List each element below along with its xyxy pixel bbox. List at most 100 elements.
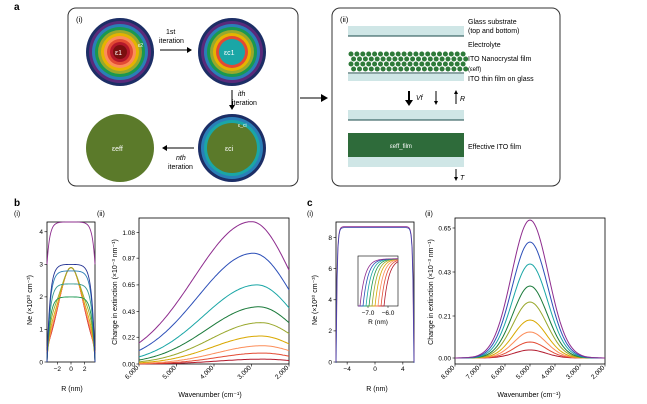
chart-b-i: −2 0 2 0 1 2 3 4 bbox=[39, 221, 96, 373]
series-line-7 bbox=[455, 263, 605, 359]
panel-b-label: b bbox=[14, 198, 20, 209]
nanocrystal-dot bbox=[362, 66, 368, 72]
y-tick-label: 0.43 bbox=[122, 309, 135, 316]
eps-1-label: ε1 bbox=[115, 50, 122, 57]
film-stack-top bbox=[348, 26, 469, 81]
layer-eff: (εeff) bbox=[468, 67, 481, 73]
nanocrystal-dot bbox=[425, 61, 431, 67]
step-nth-line1: nth bbox=[176, 155, 186, 162]
c-ii-xlabel: Wavenumber (cm⁻¹) bbox=[497, 392, 560, 399]
nanocrystal-dot bbox=[448, 61, 454, 67]
nanocrystal-dot bbox=[401, 51, 407, 57]
nanocrystal-dot bbox=[357, 56, 362, 62]
nanocrystal-dot bbox=[366, 51, 372, 57]
series-line-3 bbox=[455, 331, 605, 359]
y-tick-label: 6 bbox=[328, 266, 332, 273]
panel-a-ii-label: (ii) bbox=[340, 15, 349, 24]
nanocrystal-dot bbox=[437, 61, 442, 67]
nanocrystal-dot bbox=[431, 61, 437, 67]
series-line-8 bbox=[455, 241, 605, 359]
x-tick-label: −2 bbox=[54, 366, 62, 373]
nanocrystal-dot bbox=[360, 51, 366, 57]
nanocrystal-dot bbox=[425, 51, 431, 57]
y-tick-label: 2 bbox=[328, 328, 332, 335]
inset-x-tick-label: −6.0 bbox=[382, 310, 395, 317]
y-tick-label: 0.65 bbox=[122, 282, 135, 289]
nanocrystal-dot bbox=[433, 66, 439, 72]
x-tick-label: 8,000 bbox=[440, 364, 457, 381]
nanocrystal-dot bbox=[460, 51, 466, 57]
nanocrystal-dot bbox=[439, 66, 445, 72]
eps-ci-small: ε_ci bbox=[238, 123, 247, 129]
plot-frame bbox=[138, 217, 290, 365]
x-tick-label: 4,000 bbox=[540, 364, 557, 381]
y-tick-label: 0.65 bbox=[438, 225, 451, 232]
nanocrystal-ith: εci ε_ci bbox=[198, 114, 266, 182]
nanocrystal-dot bbox=[389, 61, 395, 67]
nanocrystal-dot bbox=[392, 56, 398, 62]
nanocrystal-dot bbox=[416, 66, 421, 72]
nanocrystal-dot bbox=[416, 56, 421, 62]
nanocrystal-dot bbox=[372, 51, 378, 57]
nanocrystal-dot bbox=[413, 51, 419, 57]
nanocrystal-dot bbox=[351, 56, 357, 62]
nanocrystal-dot bbox=[354, 51, 360, 57]
c-i-xlabel: R (nm) bbox=[366, 386, 387, 393]
nanocrystal-dot bbox=[354, 61, 360, 67]
x-tick-label: 7,000 bbox=[465, 364, 482, 381]
nanocrystal-dot bbox=[360, 61, 366, 67]
series-line-3 bbox=[138, 345, 290, 364]
b-ii-ylabel: Change in extinction (×10⁻³ nm⁻¹) bbox=[112, 239, 119, 345]
nanocrystal-dot bbox=[378, 61, 383, 67]
layer-glass: Glass substrate bbox=[468, 19, 517, 26]
nanocrystal-dot bbox=[454, 51, 460, 57]
nanocrystal-dot bbox=[395, 61, 401, 67]
nanocrystal-dot bbox=[407, 61, 413, 67]
nanocrystal-dot bbox=[374, 56, 380, 62]
nanocrystal-dot bbox=[398, 56, 404, 62]
series-line-3 bbox=[46, 267, 96, 360]
x-tick-label: 2,000 bbox=[274, 364, 291, 381]
nanocrystal-dot bbox=[419, 51, 425, 57]
nanocrystal-initial: ε1 ε2 bbox=[86, 18, 154, 86]
nanocrystal-dot bbox=[445, 56, 451, 62]
step-nth-line2: iteration bbox=[168, 164, 193, 171]
nanocrystal-dot bbox=[437, 51, 442, 57]
panel-b-ii-label: (ii) bbox=[97, 211, 105, 218]
nanocrystal-dot bbox=[374, 66, 380, 72]
step-1st-line1: 1st bbox=[166, 29, 175, 36]
layer-thin: ITO thin film on glass bbox=[468, 76, 534, 83]
y-tick-label: 1.08 bbox=[122, 230, 135, 237]
x-tick-label: 5,000 bbox=[161, 364, 178, 381]
nanocrystal-dot bbox=[421, 66, 427, 72]
series-line-6 bbox=[46, 283, 96, 363]
series-line-8 bbox=[46, 263, 96, 363]
layer-electrolyte: Electrolyte bbox=[468, 42, 501, 49]
nanocrystal-dot bbox=[362, 56, 368, 62]
series-line-6 bbox=[455, 285, 605, 359]
series-line-profile bbox=[335, 226, 415, 363]
eps-ci-label: εci bbox=[225, 146, 234, 153]
x-tick-label: 3,000 bbox=[565, 364, 582, 381]
panel-c-label: c bbox=[307, 198, 313, 209]
x-tick-label: 4,000 bbox=[199, 364, 216, 381]
inset-xlabel: R (nm) bbox=[368, 319, 388, 326]
nanocrystal-dot bbox=[348, 51, 354, 57]
c-ii-ylabel: Change in extinction (×10⁻³ nm⁻¹) bbox=[428, 239, 435, 345]
x-tick-label: 2 bbox=[83, 366, 87, 373]
layer-nanocrystal: ITO Nanocrystal film bbox=[468, 56, 531, 63]
step-ith-line2: iteration bbox=[232, 100, 257, 107]
y-tick-label: 0.87 bbox=[122, 255, 135, 262]
nanocrystal-dot bbox=[442, 51, 448, 57]
nanocrystal-dot bbox=[410, 56, 416, 62]
b-i-ylabel: Ne (×10²⁰ cm⁻³) bbox=[26, 275, 34, 325]
nanocrystal-dot bbox=[433, 56, 439, 62]
y-tick-label: 0.00 bbox=[438, 355, 451, 362]
chart-b-ii: 6,000 5,000 4,000 3,000 2,0000.000.220.430.6… bbox=[122, 217, 291, 381]
nanocrystal-dot bbox=[366, 61, 372, 67]
y-tick-label: 3 bbox=[39, 262, 43, 269]
x-tick-label: 4 bbox=[401, 366, 405, 373]
series-line-profile-2 bbox=[335, 227, 415, 364]
nanocrystal-dot bbox=[392, 66, 398, 72]
